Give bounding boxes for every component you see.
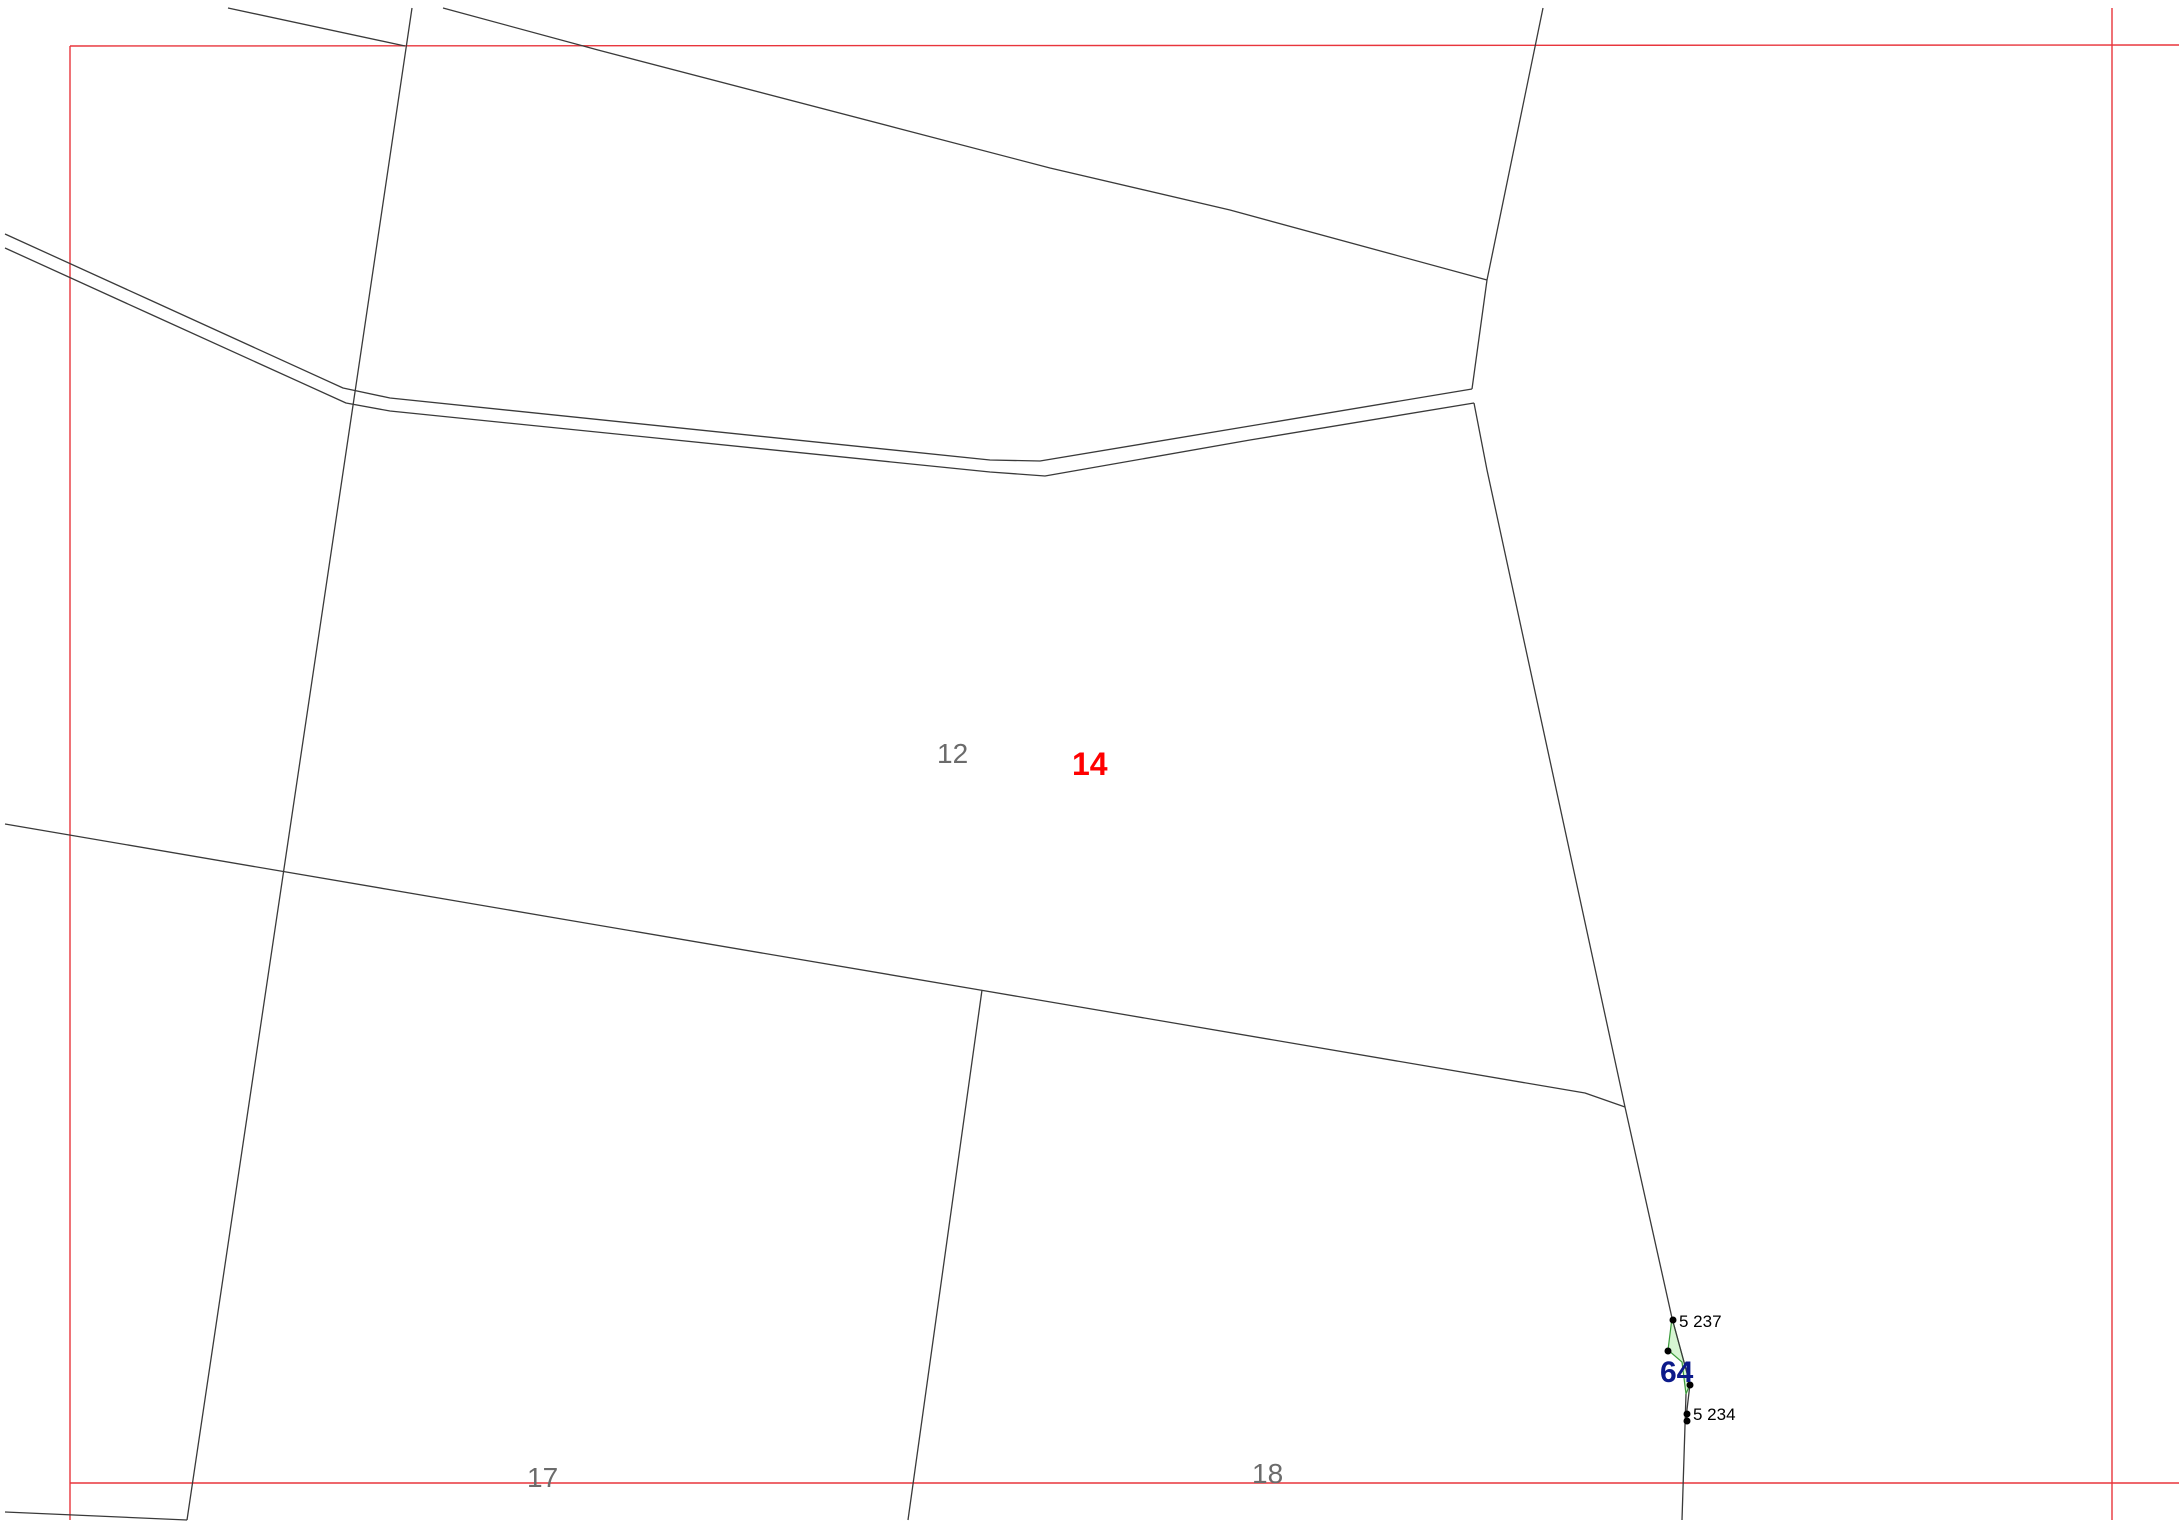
point-marker[interactable] <box>1686 1381 1694 1389</box>
boundary-line <box>442 7 1488 281</box>
boundary-line <box>4 1511 188 1521</box>
sheet-frame <box>69 8 2179 1520</box>
boundary-line <box>4 823 1626 1108</box>
boundary-line <box>907 989 983 1521</box>
boundary-line <box>1473 402 1673 1319</box>
parcel-label-64[interactable]: 64 <box>1660 1356 1694 1389</box>
point-label-5234: 5 234 <box>1693 1405 1736 1424</box>
parcel-boundaries <box>4 7 1687 1521</box>
boundary-line <box>186 7 413 1521</box>
boundary-line <box>1471 7 1544 390</box>
parcel-label-17: 17 <box>527 1462 558 1493</box>
point-label-5237: 5 237 <box>1679 1312 1722 1331</box>
point-marker[interactable] <box>1664 1347 1672 1355</box>
survey-points <box>1664 1316 1694 1425</box>
point-marker[interactable] <box>1683 1410 1691 1418</box>
point-marker[interactable] <box>1683 1417 1691 1425</box>
frame-top-line <box>69 44 2179 47</box>
parcel-label-14-selected: 14 <box>1072 746 1108 782</box>
boundary-line <box>227 7 406 47</box>
point-marker[interactable] <box>1669 1316 1677 1324</box>
road-edge-north <box>4 233 1473 462</box>
parcel-label-12: 12 <box>937 738 968 769</box>
road-edge-south <box>4 247 1475 477</box>
parcel-label-18: 18 <box>1252 1458 1283 1489</box>
